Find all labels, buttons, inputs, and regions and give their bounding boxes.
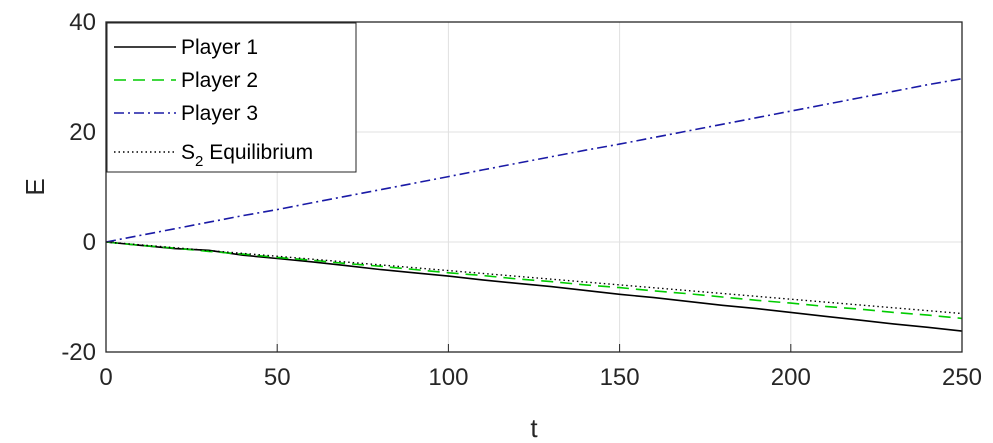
x-axis-label: t <box>530 413 538 443</box>
x-tick-label: 0 <box>99 364 112 391</box>
y-ticks: -20 0 20 40 <box>61 9 114 366</box>
legend-label-subscript: 2 <box>195 153 203 170</box>
x-tick-label: 200 <box>771 364 811 391</box>
legend-box <box>106 22 357 173</box>
y-axis-label: E <box>20 178 50 195</box>
legend-label-2: Player 2 <box>181 69 258 92</box>
y-tick-label: 40 <box>69 9 96 36</box>
series-line-3 <box>105 77 963 243</box>
series-line-2 <box>105 241 963 320</box>
x-tick-label: 50 <box>264 364 291 391</box>
legend-label-4: S2 Equilibrium <box>181 141 313 170</box>
x-tick-label: 150 <box>600 364 640 391</box>
series-line-1 <box>105 241 963 332</box>
legend-label-main: S <box>181 141 195 164</box>
series-group <box>105 77 963 332</box>
x-ticks: 0 50 100 150 200 250 <box>99 344 982 391</box>
series-line-4 <box>105 241 963 315</box>
legend-label-main: Player 3 <box>181 102 258 125</box>
y-tick-label: 0 <box>83 229 96 256</box>
legend-label-rest: Equilibrium <box>203 141 313 164</box>
legend-label-main: Player 2 <box>181 69 258 92</box>
axes-box <box>105 21 963 353</box>
legend-label-3: Player 3 <box>181 102 258 125</box>
legend-label-1: Player 1 <box>181 36 258 59</box>
legend: Player 1 Player 2 Player 3 S2 Equilibrium <box>106 22 357 173</box>
x-tick-label: 250 <box>942 364 982 391</box>
x-tick-label: 100 <box>428 364 468 391</box>
legend-label-main: Player 1 <box>181 36 258 59</box>
y-tick-label: 20 <box>69 119 96 146</box>
y-tick-label: -20 <box>61 339 96 366</box>
